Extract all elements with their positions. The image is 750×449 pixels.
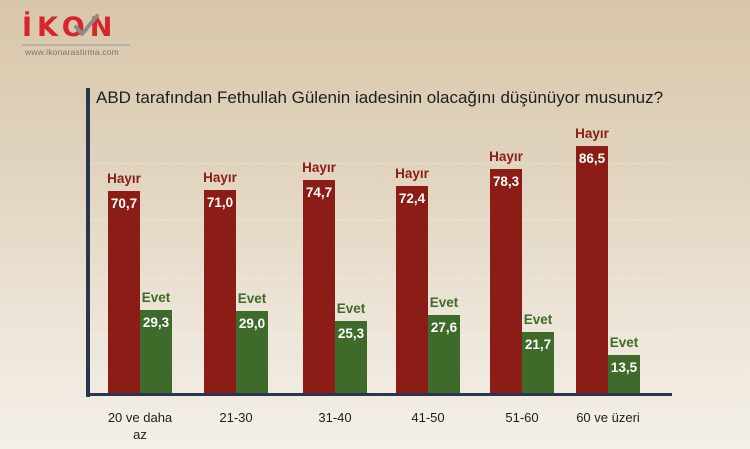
evet-bar: 25,3 — [335, 321, 367, 394]
category-line1: 20 ve daha — [107, 410, 173, 425]
evet-bar: 29,3 — [140, 310, 172, 394]
chart-title: ABD tarafından Fethullah Gülenin iadesin… — [96, 88, 664, 107]
hayir-label: Hayır — [203, 170, 237, 185]
evet-bar: 27,6 — [428, 315, 460, 394]
hayir-label: Hayır — [302, 160, 336, 175]
category-label: 20 ve daha az — [95, 409, 185, 443]
hayir-label: Hayır — [107, 171, 141, 186]
hayir-value: 78,3 — [492, 174, 520, 189]
hayir-value: 70,7 — [110, 196, 138, 211]
hayir-label: Hayır — [489, 149, 523, 164]
evet-label: Evet — [141, 290, 171, 305]
category-label: 21-30 — [191, 409, 281, 426]
hayir-value: 86,5 — [578, 151, 606, 166]
hayir-bar: 71,0 — [204, 190, 236, 394]
evet-value: 21,7 — [524, 337, 552, 352]
hayir-label: Hayır — [575, 126, 609, 141]
evet-label: Evet — [523, 312, 553, 327]
evet-bar: 29,0 — [236, 311, 268, 394]
category-line2: az — [133, 427, 147, 442]
evet-label: Evet — [609, 335, 639, 350]
category-line1: 41-50 — [411, 410, 445, 425]
evet-value: 29,0 — [238, 316, 266, 331]
category-label: 41-50 — [383, 409, 473, 426]
category-line1: 51-60 — [505, 410, 539, 425]
hayir-bar: 70,7 — [108, 191, 140, 394]
hayir-bar: 86,5 — [576, 146, 608, 394]
evet-value: 13,5 — [610, 360, 638, 375]
y-axis — [86, 88, 90, 397]
ikon-logo: İKON www.ikonarastirma.com — [22, 14, 132, 57]
category-label: 60 ve üzeri — [563, 409, 653, 426]
evet-bar: 21,7 — [522, 332, 554, 394]
evet-value: 29,3 — [142, 315, 170, 330]
evet-label: Evet — [429, 295, 459, 310]
category-label: 31-40 — [290, 409, 380, 426]
evet-value: 27,6 — [430, 320, 458, 335]
hayir-value: 71,0 — [206, 195, 234, 210]
checkmark-icon — [74, 14, 99, 36]
category-line1: 21-30 — [219, 410, 253, 425]
hayir-label: Hayır — [395, 166, 429, 181]
hayir-bar: 72,4 — [396, 186, 428, 394]
category-label: 51-60 — [477, 409, 567, 426]
category-line1: 31-40 — [318, 410, 352, 425]
hayir-bar: 74,7 — [303, 180, 335, 394]
category-line1: 60 ve üzeri — [576, 410, 640, 425]
gridline — [90, 335, 670, 336]
evet-bar: 13,5 — [608, 355, 640, 394]
gridline — [90, 163, 670, 164]
evet-value: 25,3 — [337, 326, 365, 341]
gridline — [90, 220, 670, 221]
evet-label: Evet — [336, 301, 366, 316]
hayir-bar: 78,3 — [490, 169, 522, 394]
hayir-value: 72,4 — [398, 191, 426, 206]
gridline — [90, 278, 670, 279]
logo-url: www.ikonarastirma.com — [25, 47, 119, 57]
hayir-value: 74,7 — [305, 185, 333, 200]
x-axis — [86, 393, 672, 396]
logo-underline — [22, 44, 130, 46]
evet-label: Evet — [237, 291, 267, 306]
